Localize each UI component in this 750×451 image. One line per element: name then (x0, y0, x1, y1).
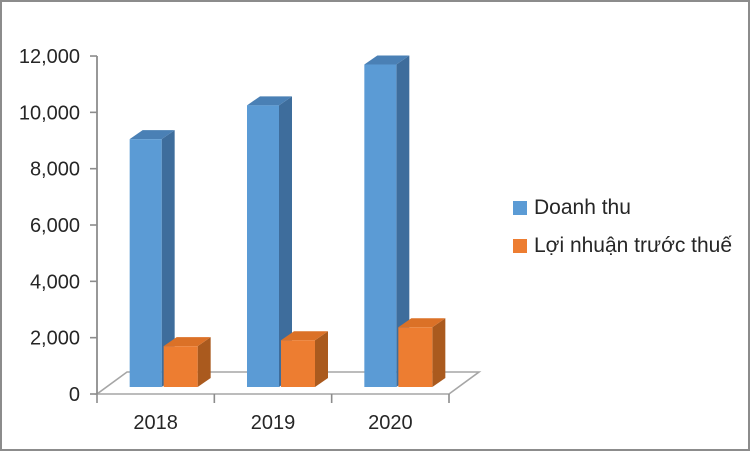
legend-label-doanh-thu: Doanh thu (534, 196, 631, 219)
bar-loi-nhuan-2018 (163, 346, 198, 387)
y-tick-label: 0 (69, 384, 80, 406)
x-category-label: 2018 (133, 412, 178, 434)
bar-loi-nhuan-2020-top (398, 318, 446, 328)
legend-label-loi-nhuan: Lợi nhuận trước thuế (534, 234, 733, 257)
bar-doanh-thu-2019-side (279, 96, 292, 387)
bar-doanh-thu-2020-top (364, 55, 410, 65)
legend-swatch-doanh-thu (513, 201, 527, 215)
legend-item-doanh-thu: Doanh thu (513, 196, 732, 220)
bar-doanh-thu-2018 (129, 139, 162, 387)
legend-swatch-loi-nhuan (513, 239, 527, 253)
y-tick-label: 12,000 (19, 46, 80, 68)
y-tick-label: 10,000 (19, 102, 80, 124)
x-category-label: 2020 (368, 412, 413, 434)
bar-loi-nhuan-2019-side (315, 331, 328, 387)
bar-doanh-thu-2020-side (396, 55, 410, 388)
y-tick-label: 4,000 (30, 271, 80, 293)
y-tick-label: 6,000 (30, 215, 80, 237)
x-category-label: 2019 (251, 412, 296, 434)
chart-legend: Doanh thu Lợi nhuận trước thuế (513, 196, 732, 258)
bar-loi-nhuan-2019 (281, 340, 315, 387)
bar-doanh-thu-2020 (364, 64, 397, 388)
legend-item-loi-nhuan: Lợi nhuận trước thuế (513, 234, 732, 258)
bar-loi-nhuan-2020 (398, 327, 433, 387)
bar-loi-nhuan-2020-side (432, 318, 446, 387)
y-tick-label: 2,000 (30, 328, 80, 350)
bar-doanh-thu-2019-top (247, 96, 292, 106)
bar-loi-nhuan-2018-top (163, 337, 211, 347)
bar-loi-nhuan-2019-top (281, 331, 328, 341)
bar-doanh-thu-2018-top (129, 130, 175, 140)
bar-doanh-thu-2018-side (161, 130, 175, 387)
y-tick-label: 8,000 (30, 159, 80, 181)
bar-doanh-thu-2019 (247, 105, 279, 387)
bar-loi-nhuan-2018-side (197, 337, 211, 387)
